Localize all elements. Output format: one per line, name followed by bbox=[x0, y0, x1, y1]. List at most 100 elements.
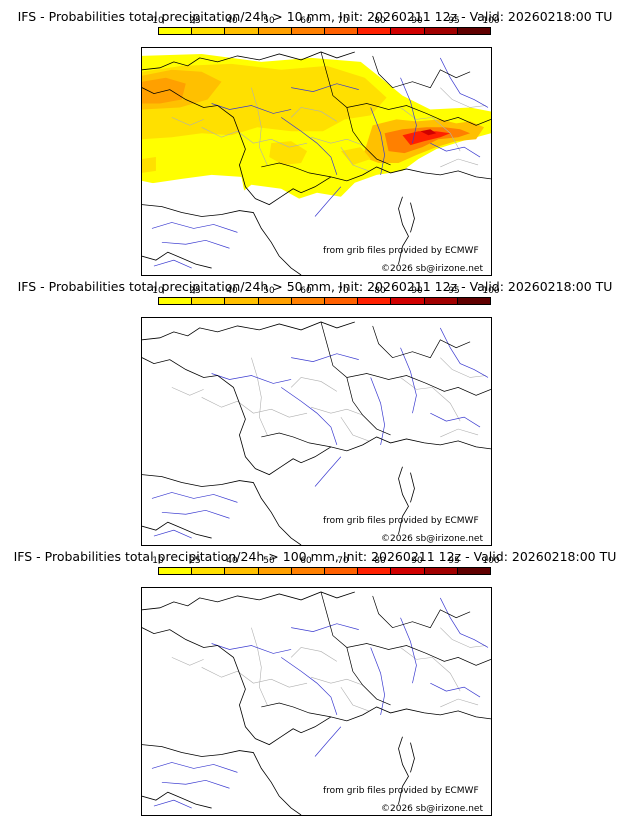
colorbar-segment bbox=[358, 28, 392, 34]
colorbar-tick-label: 40 bbox=[226, 16, 238, 26]
coastline bbox=[142, 591, 491, 815]
colorbar-segment bbox=[192, 28, 226, 34]
colorbar-tick-label: 95 bbox=[448, 556, 460, 566]
colorbar-tick-label: 80 bbox=[374, 556, 386, 566]
colorbar-tick-label: 95 bbox=[448, 16, 460, 26]
colorbar-segment bbox=[159, 298, 193, 304]
colorbar bbox=[158, 27, 491, 35]
colorbar-segment bbox=[391, 28, 425, 34]
map-svg bbox=[142, 51, 491, 275]
coastline bbox=[142, 321, 491, 545]
colorbar-tick-label: 90 bbox=[411, 286, 423, 296]
colorbar-tick-label: 10 bbox=[152, 286, 164, 296]
precip-area bbox=[420, 129, 437, 136]
colorbar-tick-label: 25 bbox=[189, 286, 201, 296]
copyright-credit: ©2026 sb@irizone.net bbox=[381, 804, 483, 814]
colorbar-segment bbox=[391, 298, 425, 304]
panel-title: IFS - Probabilities total precipitation/… bbox=[13, 549, 617, 564]
colorbar-tick-label: 70 bbox=[337, 556, 349, 566]
colorbar-segment bbox=[325, 298, 359, 304]
colorbar-segment bbox=[291, 298, 326, 304]
colorbar-segment bbox=[325, 568, 359, 574]
colorbar-tick-label: 40 bbox=[226, 556, 238, 566]
rivers bbox=[151, 597, 489, 809]
colorbar-segment bbox=[424, 568, 458, 574]
colorbar-tick-label: 100 bbox=[482, 286, 500, 296]
colorbar-tick-label: 10 bbox=[152, 16, 164, 26]
colorbar bbox=[158, 297, 491, 305]
colorbar-tick-label: 100 bbox=[482, 556, 500, 566]
colorbar-segment bbox=[225, 298, 259, 304]
colorbar-segment bbox=[457, 28, 491, 34]
colorbar-tick-label: 25 bbox=[189, 16, 201, 26]
panel-title: IFS - Probabilities total precipitation/… bbox=[17, 9, 613, 24]
colorbar-tick-label: 60 bbox=[300, 16, 312, 26]
colorbar-tick-label: 80 bbox=[374, 286, 386, 296]
colorbar-segment bbox=[291, 568, 326, 574]
rivers bbox=[151, 327, 489, 539]
colorbar-segment bbox=[192, 568, 226, 574]
country-borders bbox=[261, 321, 491, 448]
dry-area bbox=[142, 174, 246, 203]
region-borders bbox=[171, 357, 487, 442]
colorbar-segment bbox=[424, 298, 458, 304]
colorbar-segment bbox=[258, 28, 292, 34]
colorbar-tick-label: 60 bbox=[300, 556, 312, 566]
colorbar-segment bbox=[192, 298, 226, 304]
panel-title: IFS - Probabilities total precipitation/… bbox=[17, 279, 613, 294]
colorbar-segment bbox=[291, 28, 326, 34]
coastline bbox=[142, 51, 491, 275]
colorbar-tick-label: 25 bbox=[189, 556, 201, 566]
colorbar-tick-label: 50 bbox=[263, 556, 275, 566]
map-svg bbox=[142, 591, 491, 815]
colorbar-segment bbox=[358, 298, 392, 304]
colorbar bbox=[158, 567, 491, 575]
colorbar-tick-label: 10 bbox=[152, 556, 164, 566]
colorbar-segment bbox=[225, 28, 259, 34]
colorbar-segment bbox=[159, 568, 193, 574]
colorbar-segment bbox=[159, 28, 193, 34]
source-credit: from grib files provided by ECMWF bbox=[323, 516, 479, 526]
colorbar-segment bbox=[358, 568, 392, 574]
map-svg bbox=[142, 321, 491, 545]
rivers bbox=[151, 57, 489, 269]
colorbar-ticks: 10 25 40 50 60 70 80 90 95 100 bbox=[152, 15, 499, 27]
country-borders bbox=[261, 51, 491, 178]
colorbar-ticks: 10 25 40 50 60 70 80 90 95 100 bbox=[152, 285, 499, 297]
colorbar-tick-label: 60 bbox=[300, 286, 312, 296]
colorbar-tick-label: 50 bbox=[263, 286, 275, 296]
colorbar-tick-label: 70 bbox=[337, 286, 349, 296]
colorbar-tick-label: 50 bbox=[263, 16, 275, 26]
map-panel-50mm: IFS - Probabilities total precipitation/… bbox=[0, 270, 630, 546]
copyright-credit: ©2026 sb@irizone.net bbox=[381, 264, 483, 274]
colorbar-segment bbox=[424, 28, 458, 34]
colorbar-segment bbox=[325, 28, 359, 34]
region-borders bbox=[171, 87, 487, 172]
source-credit: from grib files provided by ECMWF bbox=[323, 786, 479, 796]
map-area: from grib files provided by ECMWF ©2026 … bbox=[141, 47, 492, 276]
country-borders bbox=[261, 591, 491, 718]
region-borders bbox=[171, 627, 487, 712]
precip-area bbox=[142, 77, 186, 104]
map-area: from grib files provided by ECMWF ©2026 … bbox=[141, 317, 492, 546]
colorbar-tick-label: 95 bbox=[448, 286, 460, 296]
colorbar-tick-label: 40 bbox=[226, 286, 238, 296]
colorbar-ticks: 10 25 40 50 60 70 80 90 95 100 bbox=[152, 555, 499, 567]
colorbar-tick-label: 90 bbox=[411, 16, 423, 26]
precip-area bbox=[269, 141, 308, 165]
colorbar-segment bbox=[258, 568, 292, 574]
colorbar-segment bbox=[258, 298, 292, 304]
precip-area bbox=[340, 147, 371, 165]
source-credit: from grib files provided by ECMWF bbox=[323, 246, 479, 256]
colorbar-segment bbox=[225, 568, 259, 574]
colorbar-tick-label: 80 bbox=[374, 16, 386, 26]
map-area: from grib files provided by ECMWF ©2026 … bbox=[141, 587, 492, 816]
colorbar-tick-label: 100 bbox=[482, 16, 500, 26]
copyright-credit: ©2026 sb@irizone.net bbox=[381, 534, 483, 544]
colorbar-segment bbox=[457, 298, 491, 304]
map-panel-100mm: IFS - Probabilities total precipitation/… bbox=[0, 540, 630, 816]
colorbar-tick-label: 70 bbox=[337, 16, 349, 26]
colorbar-segment bbox=[457, 568, 491, 574]
colorbar-segment bbox=[391, 568, 425, 574]
map-panel-10mm: IFS - Probabilities total precipitation/… bbox=[0, 0, 630, 276]
